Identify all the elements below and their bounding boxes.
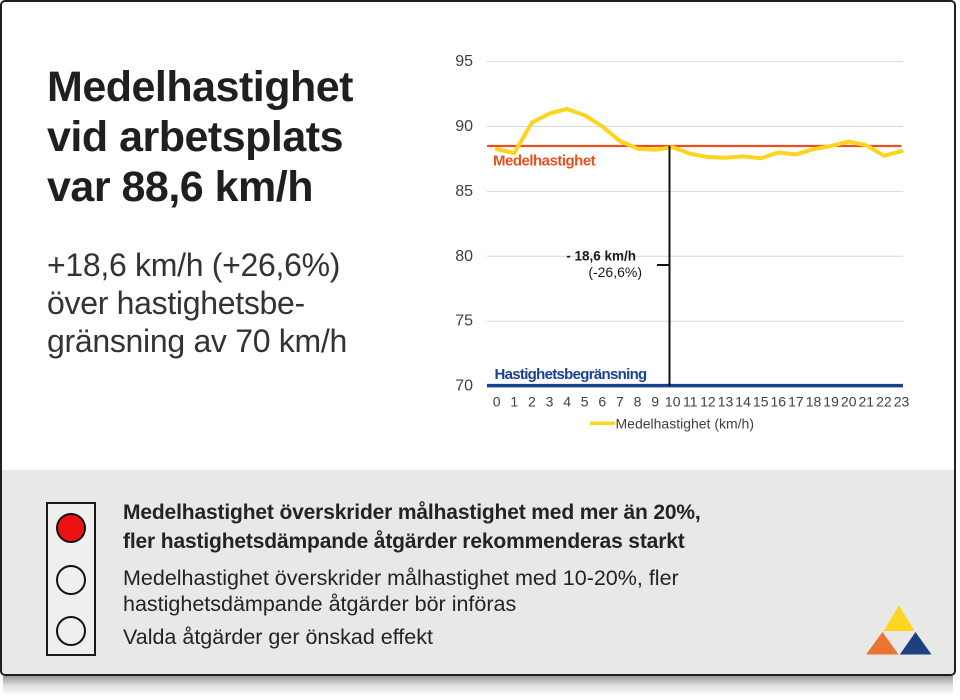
svg-text:2: 2: [528, 394, 536, 410]
svg-text:3: 3: [546, 394, 554, 410]
svg-text:17: 17: [788, 394, 804, 410]
svg-text:5: 5: [581, 394, 589, 410]
svg-text:16: 16: [771, 394, 787, 410]
svg-text:21: 21: [859, 394, 875, 410]
svg-text:75: 75: [455, 313, 473, 330]
svg-text:11: 11: [683, 394, 698, 410]
svg-text:1: 1: [510, 394, 518, 410]
svg-text:85: 85: [455, 183, 473, 200]
svg-text:10: 10: [665, 394, 681, 410]
svg-text:Medelhastighet (km/h): Medelhastighet (km/h): [616, 416, 755, 432]
svg-text:20: 20: [841, 394, 857, 410]
svg-text:Hastighetsbegränsning: Hastighetsbegränsning: [495, 366, 648, 383]
svg-text:7: 7: [616, 394, 624, 410]
svg-text:18: 18: [806, 394, 822, 410]
svg-text:6: 6: [598, 394, 606, 410]
svg-text:0: 0: [493, 394, 501, 410]
svg-text:15: 15: [753, 394, 769, 410]
svg-text:70: 70: [455, 378, 473, 395]
svg-text:4: 4: [563, 394, 571, 410]
svg-text:8: 8: [634, 394, 642, 410]
svg-text:80: 80: [455, 248, 473, 265]
svg-text:Medelhastighet: Medelhastighet: [493, 152, 596, 169]
svg-text:(-26,6%): (-26,6%): [588, 264, 642, 280]
svg-text:12: 12: [700, 394, 716, 410]
svg-text:9: 9: [651, 394, 659, 410]
svg-text:14: 14: [735, 394, 751, 410]
svg-text:95: 95: [455, 53, 473, 70]
svg-text:23: 23: [894, 394, 910, 410]
svg-text:19: 19: [823, 394, 839, 410]
svg-text:13: 13: [718, 394, 734, 410]
svg-text:90: 90: [455, 118, 473, 135]
svg-text:- 18,6 km/h: - 18,6 km/h: [566, 248, 636, 263]
svg-text:22: 22: [876, 394, 892, 410]
